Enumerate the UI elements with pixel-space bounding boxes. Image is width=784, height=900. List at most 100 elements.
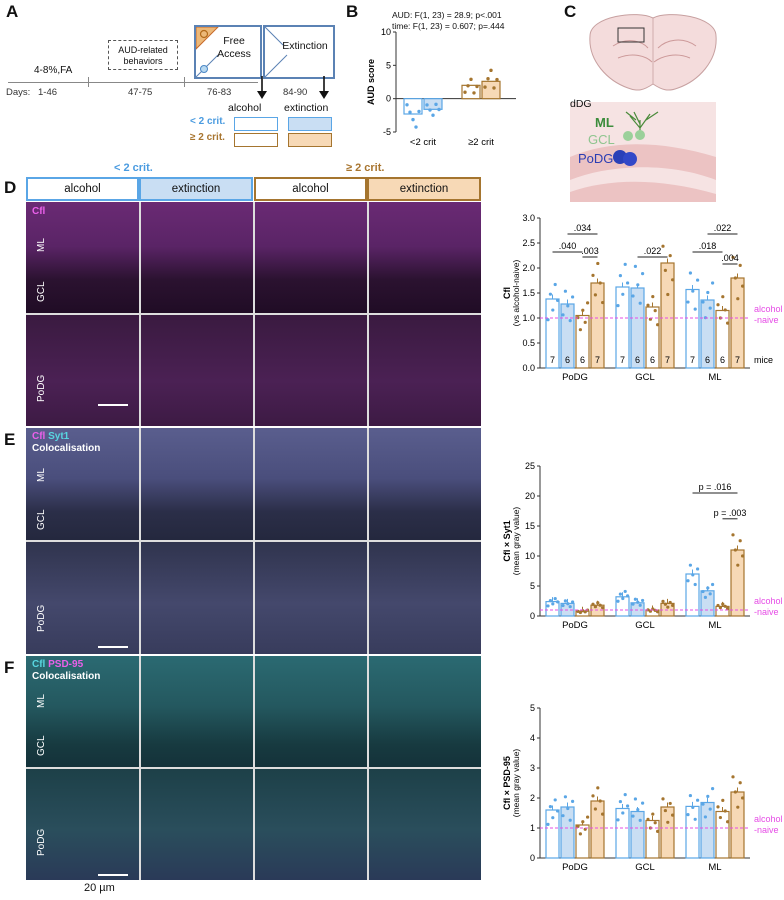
data-point (553, 596, 557, 601)
dDG-label: dDG (570, 98, 592, 110)
data-point (691, 573, 695, 577)
data-point (738, 539, 742, 543)
n-label: 7 (665, 355, 670, 365)
data-point (711, 787, 715, 791)
extinction-box: Extinction (263, 25, 335, 79)
data-point (581, 820, 585, 824)
y-tick-label: 15 (525, 521, 535, 531)
data-point (563, 289, 567, 293)
x-tick-label: ≥2 crit (468, 137, 494, 148)
data-point (571, 295, 575, 299)
panel-e-micrographs: Cfl Syt1 Colocalisation ML GCL PoDG (26, 428, 481, 654)
data-point (646, 303, 650, 307)
data-point (701, 300, 705, 304)
data-point (693, 582, 697, 587)
data-point (688, 793, 692, 798)
bar (461, 84, 481, 100)
layer-ml-label: ML (36, 694, 47, 708)
data-point (663, 808, 667, 813)
data-point (731, 775, 735, 779)
bar (715, 605, 730, 617)
data-point (623, 793, 627, 797)
data-point (621, 292, 625, 296)
bar (615, 807, 630, 859)
data-point (726, 820, 730, 824)
bar (700, 801, 715, 859)
data-point (703, 595, 707, 599)
bar (700, 590, 715, 617)
data-point (741, 796, 745, 800)
n-label: 6 (650, 355, 655, 365)
data-point (596, 261, 600, 266)
data-point (561, 814, 565, 818)
stain-a-label: Cfl (32, 431, 46, 442)
data-point (586, 301, 590, 305)
data-point (616, 818, 620, 822)
baseline-label: alcohol (754, 814, 783, 824)
panel-d-micrographs: Cfl ML GCL PoDG (26, 202, 481, 426)
x-tick-label: GCL (635, 372, 655, 383)
data-point (641, 598, 645, 603)
panel-a-label: A (6, 2, 19, 21)
data-point (741, 284, 745, 288)
data-point (553, 282, 557, 287)
data-point (463, 90, 467, 94)
data-point (414, 125, 418, 129)
data-point (733, 790, 737, 794)
data-point (651, 295, 655, 299)
data-point (738, 263, 742, 267)
data-point (696, 798, 700, 802)
data-point (671, 603, 675, 608)
data-point (601, 300, 605, 305)
x-tick-label: ML (708, 862, 721, 873)
y-tick-label: 1 (530, 823, 535, 833)
x-tick-label: GCL (635, 620, 655, 631)
data-point (583, 320, 587, 324)
y-tick-label: 5 (530, 581, 535, 591)
data-point (708, 807, 712, 811)
panel-d-chart: 0.0 0.5 1.0 1.5 2.0 2.5 3.0 Cfl (vs alcohol-naiv… (502, 213, 783, 383)
PoDG-label: PoDG (578, 151, 614, 166)
data-point (566, 806, 570, 811)
data-point (706, 290, 710, 295)
legend-alcohol: alcohol (228, 102, 262, 114)
data-point (651, 812, 655, 816)
baseline-label: alcohol (754, 596, 783, 606)
swatch-ge2-extinction (288, 133, 332, 147)
data-point (666, 605, 670, 609)
data-point (566, 304, 570, 308)
y-tick-label: 3.0 (522, 213, 535, 223)
y-tick-label: 1.0 (522, 313, 535, 323)
free-access-label: Free Access (217, 35, 251, 60)
data-point (492, 86, 496, 90)
data-point (686, 579, 690, 583)
data-point (578, 610, 582, 615)
data-point (556, 600, 560, 604)
data-point (721, 295, 725, 299)
layer-ml-label: ML (36, 468, 47, 482)
data-point (736, 297, 740, 301)
brain-section-icon (589, 14, 717, 91)
data-point (626, 594, 630, 598)
data-point (546, 604, 550, 608)
data-point (596, 786, 600, 790)
data-point (663, 268, 667, 272)
timeline-axis (8, 82, 258, 83)
data-point (706, 586, 710, 590)
day-range-4: 84-90 (283, 87, 308, 98)
grid-line (26, 313, 481, 315)
data-point (708, 306, 712, 310)
ML-label: ML (595, 115, 614, 130)
data-point (733, 276, 737, 280)
bar (715, 810, 730, 859)
data-point (661, 244, 665, 248)
y-tick-label: 0.5 (522, 338, 535, 348)
day-range-3: 76-83 (207, 87, 232, 98)
data-point (716, 303, 720, 307)
baseline-label: alcohol (754, 304, 783, 314)
comparison-label: .040 (559, 241, 577, 251)
comparison-label: .003 (581, 246, 599, 256)
y-tick-label: 0 (530, 853, 535, 863)
data-point (641, 272, 645, 276)
data-point (656, 323, 660, 327)
